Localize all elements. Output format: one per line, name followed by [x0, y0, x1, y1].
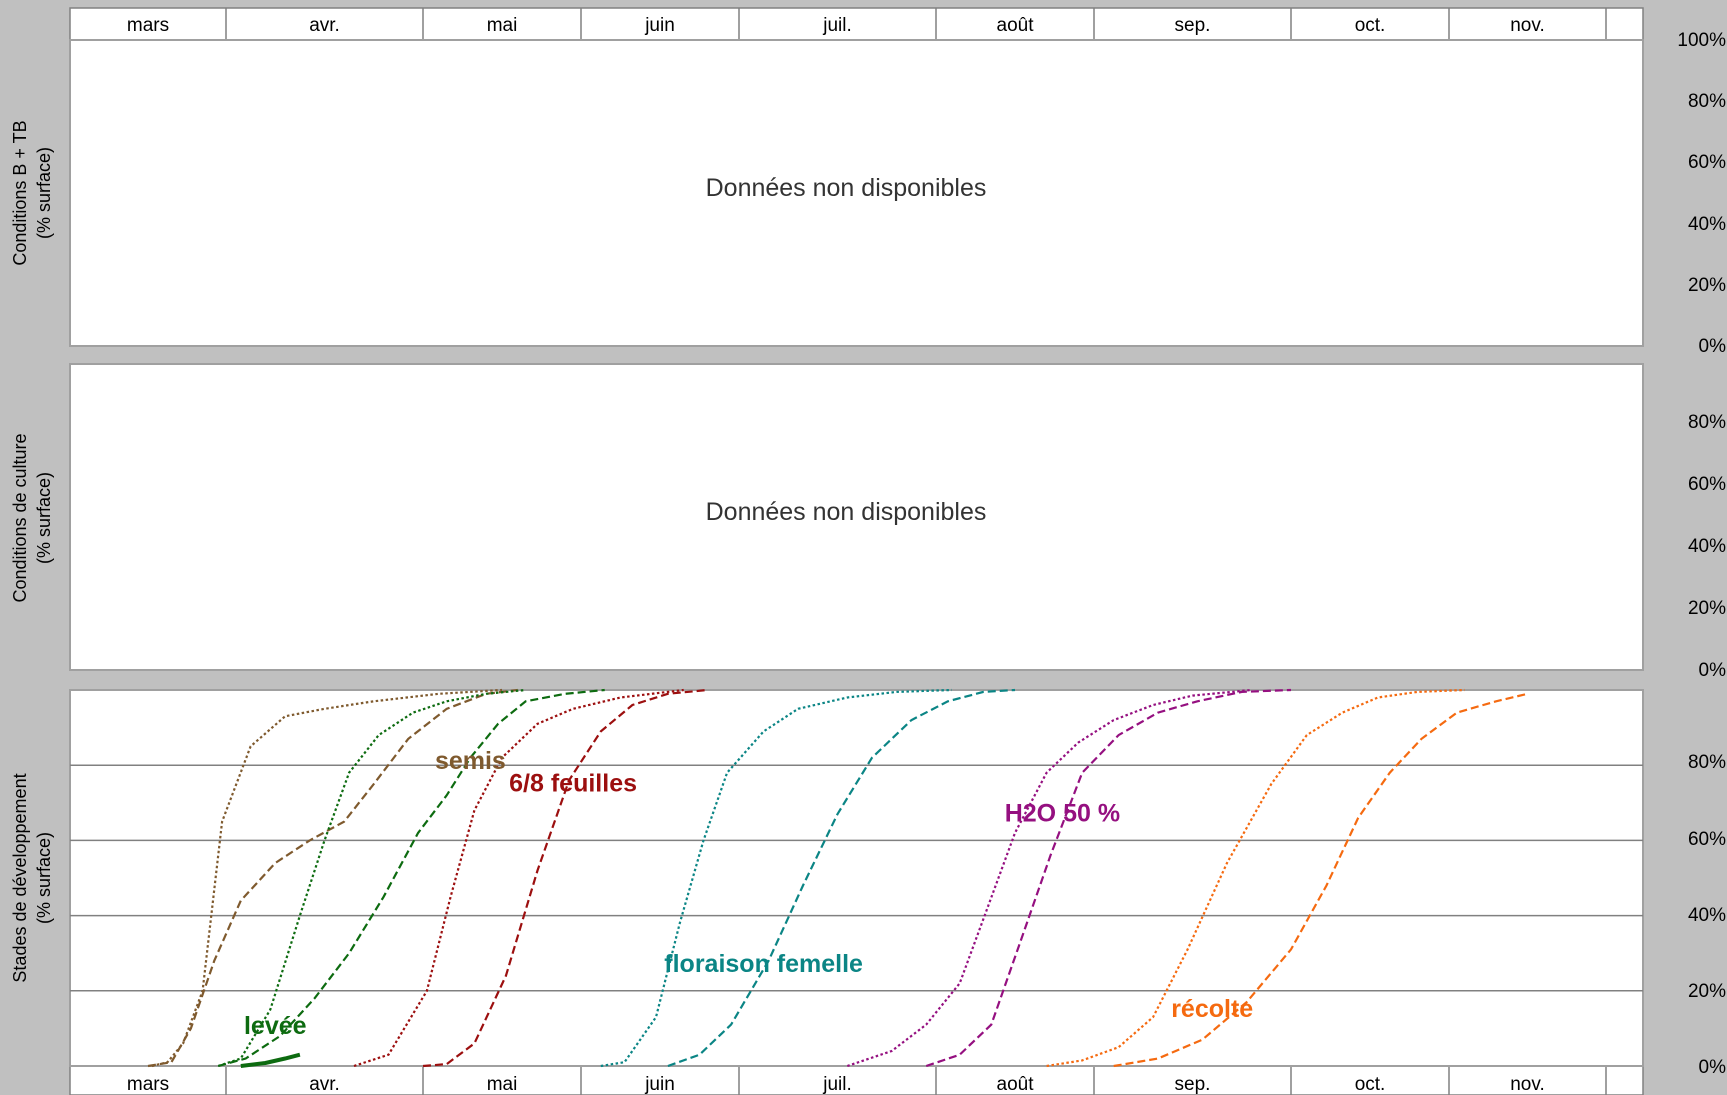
y-tick-label: 20%	[1688, 598, 1726, 619]
y-tick-label: 80%	[1688, 752, 1726, 773]
series-line-floraison-femelle-dotted	[600, 688, 952, 1068]
y-tick-label: 20%	[1688, 981, 1726, 1002]
series-line-recolte-dashed	[1113, 692, 1528, 1068]
y-tick-label: 40%	[1688, 214, 1726, 235]
month-label: mai	[487, 15, 518, 36]
month-label: nov.	[1510, 1074, 1545, 1095]
bottom-month-bar: mars avr. mai juin juil. août sep. oct. nov.	[69, 1065, 1644, 1095]
month-label: juin	[644, 15, 675, 36]
y-tick-label: 0%	[1699, 1057, 1727, 1078]
series-line-h2o-50-dashed	[925, 688, 1292, 1068]
series-line-recolte-dotted	[1046, 688, 1465, 1068]
series-label-recolte: récolte	[1171, 995, 1253, 1023]
y-axis-label-line2: (% surface)	[34, 472, 54, 564]
month-label: nov.	[1510, 15, 1545, 36]
panel-stades-developpement: semis levée 6/8 feuilles floraison femelle H…	[10, 688, 1726, 1078]
month-label: sep.	[1175, 15, 1211, 36]
series-line-6-8-feuilles-dotted	[353, 688, 684, 1068]
y-ticks-panel2: 80% 60% 40% 20% 0%	[1688, 412, 1726, 681]
y-ticks-panel1: 100% 80% 60% 40% 20% 0%	[1677, 30, 1726, 357]
y-tick-label: 0%	[1699, 336, 1727, 357]
y-axis-label-line1: Conditions B + TB	[10, 120, 30, 265]
y-tick-label: 60%	[1688, 152, 1726, 173]
month-label: avr.	[309, 15, 340, 36]
y-tick-label: 40%	[1688, 905, 1726, 926]
series-label-semis: semis	[435, 747, 506, 775]
gridlines	[70, 764, 1643, 992]
y-tick-label: 0%	[1699, 660, 1727, 681]
y-tick-label: 20%	[1688, 275, 1726, 296]
month-label: août	[997, 1074, 1035, 1095]
top-month-bar: mars avr. mai juin juil. août sep. oct. nov.	[69, 7, 1644, 41]
y-axis-label-line1: Conditions de culture	[10, 433, 30, 602]
series-labels: semis levée 6/8 feuilles floraison femelle H…	[244, 747, 1253, 1040]
y-axis-label-line1: Stades de développement	[10, 773, 30, 982]
y-tick-label: 80%	[1688, 412, 1726, 433]
panel-conditions-b-tb: Données non disponibles Conditions B + T…	[10, 30, 1726, 357]
y-ticks-panel3: 80% 60% 40% 20% 0%	[1688, 752, 1726, 1078]
series-line-6-8-feuilles-dashed	[422, 688, 708, 1068]
y-tick-label: 60%	[1688, 474, 1726, 495]
y-tick-label: 80%	[1688, 91, 1726, 112]
no-data-message: Données non disponibles	[706, 174, 987, 202]
month-label: mars	[127, 15, 169, 36]
month-label: mars	[127, 1074, 169, 1095]
month-label: oct.	[1355, 1074, 1386, 1095]
y-axis-label-line2: (% surface)	[34, 147, 54, 239]
y-tick-label: 60%	[1688, 829, 1726, 850]
y-tick-label: 40%	[1688, 536, 1726, 557]
series-line-h2o-50-dotted	[846, 688, 1252, 1068]
no-data-message: Données non disponibles	[706, 498, 987, 526]
month-label: sep.	[1175, 1074, 1211, 1095]
panel-conditions-culture: Données non disponibles Conditions de cu…	[10, 363, 1726, 681]
month-label: juil.	[822, 15, 852, 36]
series-line-levee-solid	[240, 1052, 301, 1068]
series-label-floraison-femelle: floraison femelle	[664, 950, 863, 978]
month-label: juil.	[822, 1074, 852, 1095]
series-label-6-8-feuilles: 6/8 feuilles	[509, 770, 637, 798]
month-label: mai	[487, 1074, 518, 1095]
month-label: oct.	[1355, 15, 1386, 36]
y-axis-label-line2: (% surface)	[34, 832, 54, 924]
series-label-h2o-50: H2O 50 %	[1005, 800, 1120, 828]
month-label: août	[997, 15, 1035, 36]
y-tick-label: 100%	[1677, 30, 1726, 51]
series-label-levee: levée	[244, 1012, 307, 1040]
month-label: juin	[644, 1074, 675, 1095]
month-label: avr.	[309, 1074, 340, 1095]
series-lines	[147, 688, 1528, 1068]
